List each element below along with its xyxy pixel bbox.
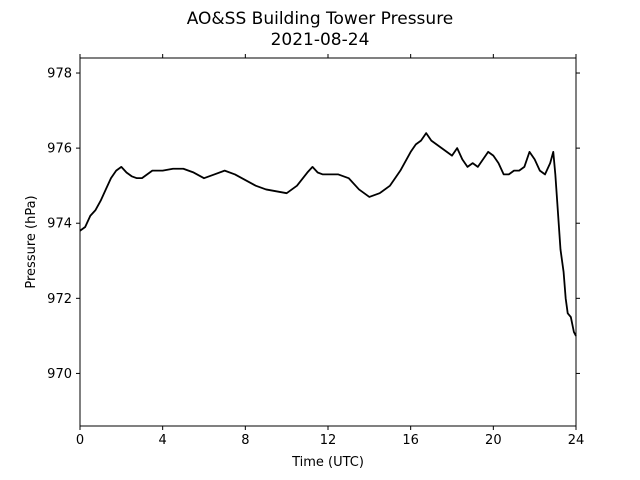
chart-subtitle: 2021-08-24	[271, 30, 370, 50]
y-tick-label: 974	[47, 217, 72, 232]
x-tick-label: 0	[76, 433, 84, 448]
chart-title: AO&SS Building Tower Pressure	[187, 9, 454, 29]
axis-ticks: 0 4 8 12 16 20 24 970 972 974 976 978	[47, 54, 584, 448]
y-axis-label: Pressure (hPa)	[24, 195, 39, 288]
y-tick-label: 978	[47, 67, 72, 82]
x-tick-label: 20	[485, 433, 502, 448]
y-tick-label: 970	[47, 367, 72, 382]
x-tick-label: 24	[568, 433, 585, 448]
x-tick-label: 8	[241, 433, 249, 448]
plot-frame	[79, 57, 577, 427]
x-tick-label: 4	[159, 433, 167, 448]
x-tick-label: 12	[320, 433, 337, 448]
pressure-series-line	[79, 132, 577, 337]
y-tick-label: 972	[47, 292, 72, 307]
x-tick-label: 16	[402, 433, 419, 448]
y-tick-label: 976	[47, 142, 72, 157]
series-layer	[79, 132, 577, 337]
x-axis-label: Time (UTC)	[291, 455, 364, 470]
